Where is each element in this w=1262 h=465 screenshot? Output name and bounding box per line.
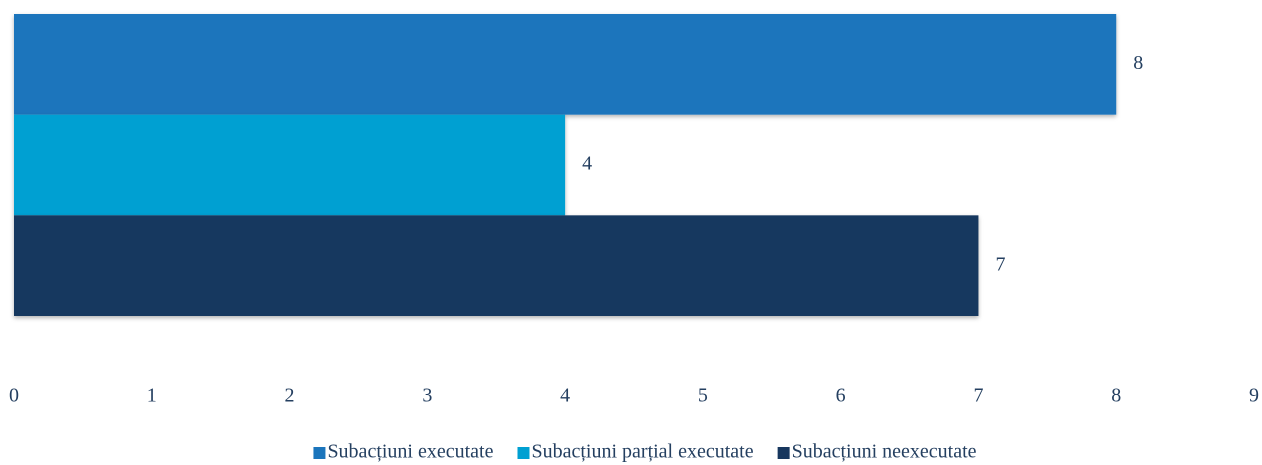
x-tick-label: 7 — [973, 385, 983, 407]
legend-label: Subacțiuni parțial executate — [531, 441, 753, 463]
x-tick-label: 8 — [1111, 385, 1121, 407]
x-tick-label: 0 — [9, 385, 19, 407]
legend-marker — [313, 447, 326, 459]
legend-marker — [777, 447, 790, 459]
bar — [14, 14, 1117, 115]
legend-label: Subacțiuni neexecutate — [792, 441, 977, 463]
legend-marker — [517, 447, 530, 459]
x-tick-label: 4 — [560, 385, 570, 407]
data-label: 8 — [1133, 52, 1143, 74]
x-tick-label: 9 — [1249, 385, 1259, 407]
x-tick-label: 2 — [285, 385, 295, 407]
bar — [14, 114, 566, 216]
bar — [14, 215, 979, 316]
data-label: 7 — [995, 253, 1005, 275]
x-tick-label: 1 — [147, 385, 157, 407]
x-tick-label: 5 — [698, 385, 708, 407]
x-tick-label: 3 — [422, 385, 432, 407]
data-label: 4 — [582, 153, 592, 175]
x-tick-label: 6 — [836, 385, 846, 407]
legend-label: Subacțiuni executate — [327, 441, 493, 463]
